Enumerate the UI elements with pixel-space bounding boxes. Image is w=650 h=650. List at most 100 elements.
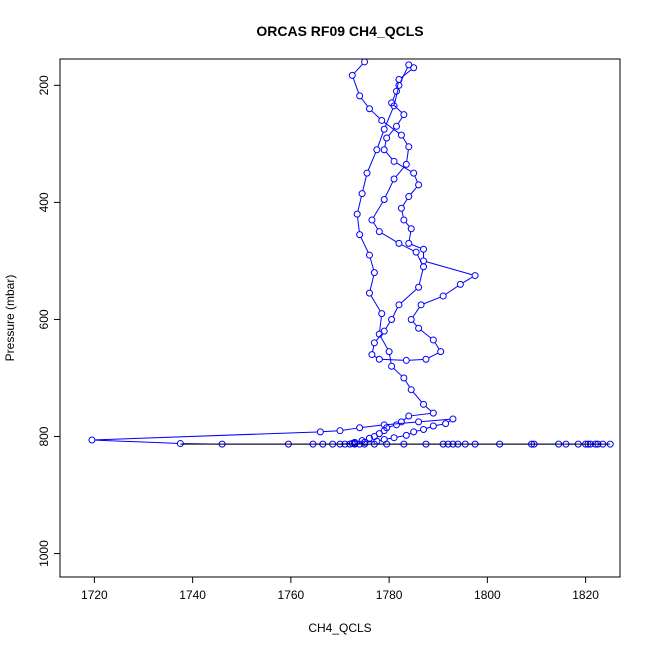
data-point xyxy=(402,356,410,364)
y-tick-label: 400 xyxy=(37,192,51,212)
series-segment xyxy=(414,175,418,183)
data-point xyxy=(415,181,423,189)
series-segment xyxy=(420,329,432,339)
data-point xyxy=(407,225,415,233)
data-point xyxy=(392,87,400,95)
data-point xyxy=(365,105,373,113)
series-segment xyxy=(402,137,408,145)
series-segment xyxy=(392,307,399,318)
data-point xyxy=(407,386,415,394)
data-point xyxy=(439,292,447,300)
series-segment xyxy=(436,423,443,426)
x-tick-label: 1800 xyxy=(474,588,501,602)
data-point xyxy=(429,336,437,344)
series-segment xyxy=(371,110,380,119)
data-point xyxy=(380,195,388,203)
series-segment xyxy=(416,429,421,432)
series-segment xyxy=(387,421,416,426)
y-tick-label: 600 xyxy=(37,309,51,329)
series-segment xyxy=(406,149,409,162)
data-point xyxy=(380,146,388,154)
series-segment xyxy=(377,131,384,148)
data-point xyxy=(380,421,388,429)
data-point xyxy=(356,424,364,432)
data-point xyxy=(348,71,356,79)
series-segment xyxy=(395,166,405,178)
x-tick-label: 1760 xyxy=(278,588,305,602)
series-segment xyxy=(357,196,362,212)
plot-area xyxy=(88,58,614,448)
series-segment xyxy=(385,321,391,329)
data-point xyxy=(420,426,428,434)
data-point xyxy=(417,301,425,309)
series-segment xyxy=(357,217,360,232)
data-point xyxy=(429,422,437,430)
series-segment xyxy=(423,296,441,305)
data-point xyxy=(388,362,396,370)
data-point xyxy=(353,210,361,218)
data-point xyxy=(176,440,184,448)
data-point xyxy=(373,146,381,154)
y-tick-label: 800 xyxy=(37,426,51,446)
series-segment xyxy=(396,162,412,173)
data-point xyxy=(429,409,437,417)
series-segment xyxy=(360,237,369,253)
data-point xyxy=(363,169,371,177)
series-segment xyxy=(402,198,408,206)
series-segment xyxy=(352,78,360,94)
data-point xyxy=(380,125,388,133)
series-segment xyxy=(411,412,431,417)
series-segment xyxy=(373,201,384,218)
series-segment xyxy=(428,352,439,359)
data-point xyxy=(402,431,410,439)
x-axis-label: CH4_QCLS xyxy=(308,621,371,635)
series-segment xyxy=(323,430,338,433)
data-point xyxy=(395,75,403,83)
data-point xyxy=(375,228,383,236)
data-point xyxy=(442,420,450,428)
data-point xyxy=(88,436,96,444)
series-segment xyxy=(389,354,392,364)
data-point xyxy=(397,131,405,139)
series-segment xyxy=(405,380,411,388)
series-segment xyxy=(412,321,418,327)
data-point xyxy=(456,280,464,288)
series-segment xyxy=(384,140,387,147)
data-point xyxy=(356,92,364,100)
series-segment xyxy=(401,211,404,218)
series-segment xyxy=(384,108,394,127)
series-segment xyxy=(412,307,420,318)
data-point xyxy=(410,428,418,436)
data-point xyxy=(415,324,423,332)
series-segment xyxy=(396,435,404,438)
series-segment xyxy=(400,288,417,304)
series-segment xyxy=(387,437,392,440)
series-segment xyxy=(405,221,410,227)
series-segment xyxy=(393,104,403,113)
data-point xyxy=(397,204,405,212)
data-point xyxy=(471,272,479,280)
y-tick-label: 200 xyxy=(37,75,51,95)
data-point xyxy=(422,355,430,363)
series-segment xyxy=(409,358,423,361)
series-segment xyxy=(353,63,363,74)
data-point xyxy=(392,421,400,429)
series-segment xyxy=(403,417,407,421)
data-point xyxy=(390,175,398,183)
plot-frame xyxy=(59,58,621,578)
series-segment xyxy=(410,186,418,195)
series-segment xyxy=(362,424,382,428)
data-point xyxy=(370,269,378,277)
data-point xyxy=(388,315,396,323)
data-point xyxy=(395,301,403,309)
data-point xyxy=(365,434,373,442)
data-point xyxy=(400,374,408,382)
series-segment xyxy=(426,261,473,276)
series-segment xyxy=(362,175,367,191)
series-segment xyxy=(392,93,396,101)
data-point xyxy=(316,428,324,436)
series-segment xyxy=(462,276,473,284)
series-segment xyxy=(369,257,375,270)
x-tick-label: 1720 xyxy=(81,588,108,602)
